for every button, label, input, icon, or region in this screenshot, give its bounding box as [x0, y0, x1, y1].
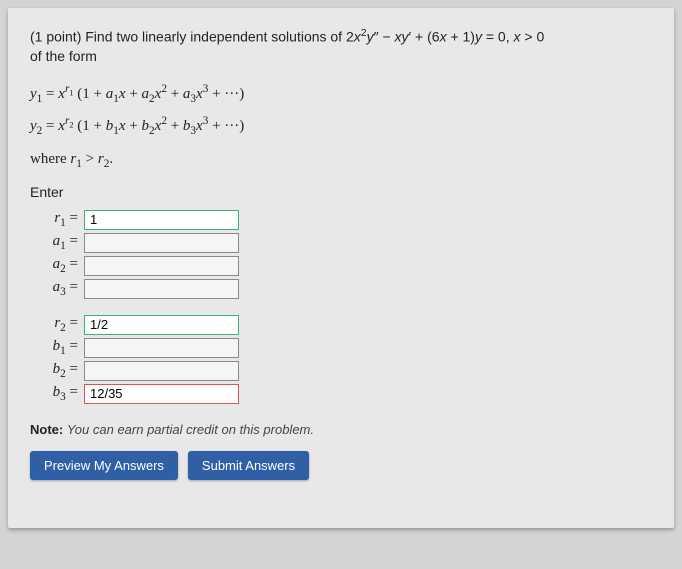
input-a2[interactable] [84, 256, 239, 276]
equation-y1: y1 = xr1 (1 + a1x + a2x2 + a3x3 + ···) [30, 83, 652, 105]
row-r1: r1 = [30, 210, 652, 230]
label-b3: b3 = [30, 384, 78, 403]
label-b2: b2 = [30, 361, 78, 380]
input-b2[interactable] [84, 361, 239, 381]
label-b1: b1 = [30, 338, 78, 357]
row-b3: b3 = [30, 384, 652, 404]
input-a1[interactable] [84, 233, 239, 253]
input-r1[interactable] [84, 210, 239, 230]
label-r2: r2 = [30, 315, 78, 334]
input-b1[interactable] [84, 338, 239, 358]
note: Note: You can earn partial credit on thi… [30, 422, 652, 437]
row-b1: b1 = [30, 338, 652, 358]
row-a2: a2 = [30, 256, 652, 276]
note-bold: Note: [30, 422, 63, 437]
enter-label: Enter [30, 184, 652, 200]
input-a3[interactable] [84, 279, 239, 299]
label-a1: a1 = [30, 233, 78, 252]
equation-y2: y2 = xr2 (1 + b1x + b2x2 + b3x3 + ···) [30, 115, 652, 137]
problem-prompt: (1 point) Find two linearly independent … [30, 26, 652, 67]
problem-panel: (1 point) Find two linearly independent … [8, 8, 674, 528]
label-a2: a2 = [30, 256, 78, 275]
submit-button[interactable]: Submit Answers [188, 451, 309, 480]
preview-button[interactable]: Preview My Answers [30, 451, 178, 480]
label-a3: a3 = [30, 279, 78, 298]
note-text: You can earn partial credit on this prob… [67, 422, 314, 437]
row-r2: r2 = [30, 315, 652, 335]
where-clause: where r1 > r2. [30, 151, 652, 170]
label-r1: r1 = [30, 210, 78, 229]
button-row: Preview My Answers Submit Answers [30, 451, 652, 480]
row-b2: b2 = [30, 361, 652, 381]
points-label: (1 point) [30, 29, 81, 45]
input-r2[interactable] [84, 315, 239, 335]
row-a1: a1 = [30, 233, 652, 253]
input-b3[interactable] [84, 384, 239, 404]
row-a3: a3 = [30, 279, 652, 299]
